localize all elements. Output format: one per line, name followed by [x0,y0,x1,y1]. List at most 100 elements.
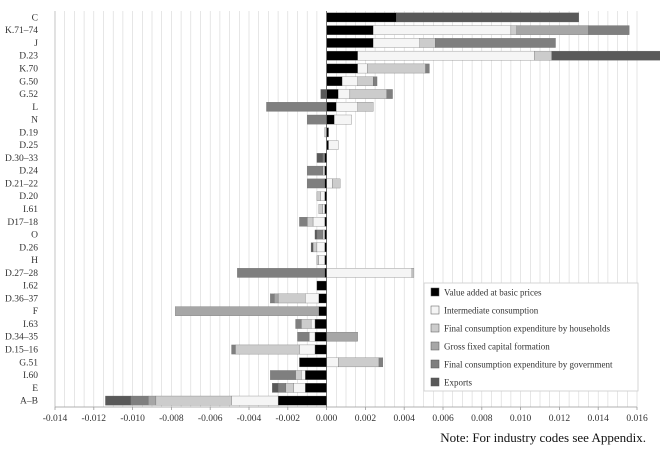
category-label: D.23 [19,52,38,62]
x-tick-label: 0.004 [394,414,416,424]
bar-1-7 [336,102,358,112]
bar-1-13 [326,178,333,189]
bar-4-1 [588,25,630,35]
x-tick-label: -0.010 [120,414,145,424]
bar-2-16 [307,217,314,227]
bar-4-4 [425,63,430,74]
category-label: F [33,307,38,317]
bar-5-17 [314,229,318,240]
legend-label: Gross fixed capital formation [444,342,550,352]
bar-0-7 [326,102,337,112]
bar-1-16 [312,217,325,227]
bar-1-26 [299,344,316,355]
bar-0-1 [326,25,374,35]
bar-1-25 [308,331,316,342]
category-label: D.26 [19,243,38,253]
x-tick-label: 0.000 [316,414,338,424]
legend-label: Exports [444,378,472,388]
category-label: D.36–37 [5,294,38,304]
bar-4-7 [266,102,327,112]
bar-2-3 [534,50,552,61]
bar-0-30 [277,395,327,406]
bar-0-4 [326,63,358,74]
bar-1-22 [305,293,319,304]
bar-4-13 [307,178,325,189]
bar-2-20 [411,268,415,278]
category-label: J [34,39,38,49]
bar-4-30 [130,395,149,406]
bar-2-18 [312,242,318,253]
bar-4-29 [277,383,287,393]
category-label: I.61 [23,205,38,215]
bar-1-19 [318,255,325,265]
bar-1-15 [322,204,325,214]
bar-0-8 [326,114,335,125]
bar-2-22 [277,293,306,304]
category-label: D.21–22 [5,179,38,189]
category-label: D.20 [19,192,38,202]
x-tick-label: 0.014 [588,414,610,424]
bar-5-6 [320,89,327,99]
bar-2-15 [318,204,323,214]
bar-4-6 [386,89,393,99]
x-tick-label: 0.008 [471,414,493,424]
x-tick-label: -0.006 [198,414,223,424]
x-tick-label: 0.016 [626,414,648,424]
bar-0-22 [318,293,327,304]
bar-3-25 [326,331,358,342]
category-label: K.71–74 [5,26,38,36]
category-label: K.70 [19,64,38,74]
bar-1-28 [301,370,306,380]
category-label: H [31,256,38,266]
category-label: D.30–33 [5,154,38,164]
category-label: D17–18 [7,218,38,228]
legend-label: Final consumption expenditure by governm… [444,360,613,370]
legend-swatch [430,377,440,387]
bar-5-11 [316,153,323,163]
legend-label: Final consumption expenditure by househo… [444,324,610,334]
bar-0-23 [318,306,327,316]
x-tick-label: 0.002 [355,414,377,424]
bar-1-30 [231,395,279,406]
bar-2-5 [357,76,374,87]
x-tick-label: 0.010 [510,414,532,424]
bar-4-27 [378,357,384,368]
x-tick-label: 0.006 [432,414,454,424]
legend-swatch [430,359,440,369]
category-label: D.34–35 [5,333,38,343]
bar-3-1 [516,25,589,35]
bar-1-5 [341,76,358,87]
legend-label: Value added at basic prices [444,288,542,298]
x-tick-label: -0.012 [82,414,107,424]
appendix-note: Note: For industry codes see Appendix. [440,430,646,445]
bar-1-27 [326,357,339,368]
bar-0-3 [326,50,358,61]
bar-2-4 [367,63,426,74]
bar-2-12 [322,165,325,176]
bar-2-29 [285,383,294,393]
category-label: A–B [20,397,38,407]
bar-2-27 [338,357,380,368]
bar-5-0 [396,12,579,23]
bar-3-23 [175,306,319,316]
category-label: D.27–28 [5,269,38,279]
category-label: G.51 [19,358,38,368]
bar-4-26 [231,344,236,355]
legend-swatch [430,341,440,351]
bar-2-30 [155,395,232,406]
category-label: L [32,103,38,113]
bar-5-18 [310,242,314,253]
bar-2-24 [301,319,312,329]
bar-2-17 [322,229,325,240]
bar-1-1 [373,25,512,35]
x-tick-label: -0.008 [159,414,184,424]
x-tick-label: -0.014 [43,414,68,424]
bar-4-2 [435,38,556,48]
bar-4-22 [270,293,275,304]
bar-5-30 [105,395,131,406]
bar-0-27 [299,357,327,368]
bar-2-2 [419,38,436,48]
category-label: D.15–16 [5,346,38,356]
bar-3-22 [274,293,279,304]
bar-4-12 [307,165,323,176]
